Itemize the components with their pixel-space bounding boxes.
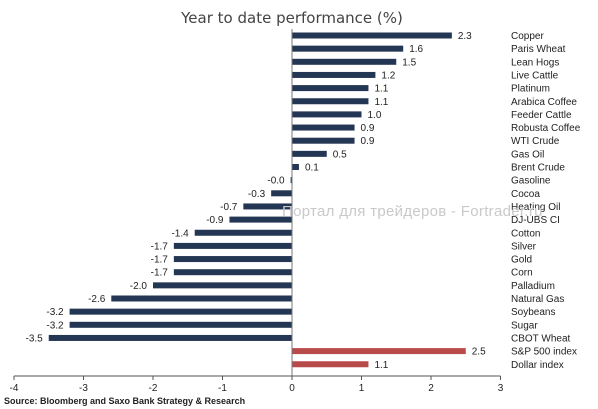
bar	[69, 321, 292, 328]
bar	[292, 150, 327, 157]
bar	[292, 45, 404, 52]
bars-group: 2.3 Copper 1.6 Paris Wheat 1.5 Lean Hogs 1.2 Li…	[26, 31, 581, 371]
data-label: -3.2	[46, 307, 64, 318]
data-label: 0.5	[333, 149, 347, 160]
category-label: Robusta Coffee	[511, 123, 581, 134]
data-label: -2.6	[88, 294, 106, 305]
x-tick-label: -3	[79, 383, 88, 394]
data-label: -1.7	[151, 268, 169, 279]
x-axis: -4 -3 -2 -1 0 1 2 3	[10, 29, 504, 394]
category-label: Palladium	[511, 281, 555, 292]
bar	[292, 124, 355, 131]
bar	[153, 282, 292, 289]
chart-title: Year to date performance (%)	[180, 9, 403, 27]
category-label: Natural Gas	[511, 294, 564, 305]
watermark: Портал для трейдеров - Fortrader.ru	[282, 203, 543, 220]
category-label: Cotton	[511, 228, 540, 239]
bar	[292, 137, 355, 144]
category-label: Platinum	[511, 84, 550, 95]
data-label: 1.1	[374, 97, 388, 108]
data-label: 1.1	[374, 84, 388, 95]
category-label: Heating Oil	[511, 202, 560, 213]
data-label: -0.7	[220, 202, 238, 213]
bar	[292, 361, 369, 368]
x-tick-label: 0	[289, 383, 295, 394]
bar	[173, 269, 292, 276]
bar	[271, 190, 292, 197]
category-label: WTI Crude	[511, 136, 560, 147]
category-label: Cocoa	[511, 189, 540, 200]
category-label: Gasoline	[511, 176, 551, 187]
data-label: 0.9	[361, 136, 375, 147]
bar	[292, 164, 299, 170]
data-label: 1.5	[402, 57, 416, 68]
category-label: Feeder Cattle	[511, 110, 572, 121]
category-label: Soybeans	[511, 307, 555, 318]
x-tick-label: 1	[359, 383, 365, 394]
category-label: Brent Crude	[511, 163, 565, 174]
category-label: DJ-UBS CI	[511, 215, 560, 226]
category-label: Live Cattle	[511, 70, 559, 81]
data-label: 2.5	[472, 347, 486, 358]
bar	[173, 242, 292, 249]
data-label: -1.7	[151, 241, 169, 252]
bar	[173, 256, 292, 263]
data-label: 0.1	[305, 163, 319, 174]
category-label: Arabica Coffee	[511, 97, 577, 108]
bar	[292, 85, 369, 92]
data-label: -0.9	[206, 215, 224, 226]
bar	[292, 111, 362, 118]
data-label: -0.3	[248, 189, 266, 200]
category-label: Sugar	[511, 320, 538, 331]
bar	[48, 334, 292, 341]
bar	[292, 98, 369, 105]
data-label: -1.4	[171, 228, 189, 239]
data-label: -3.5	[26, 333, 44, 344]
bar	[69, 308, 292, 315]
category-label: Gold	[511, 255, 532, 266]
x-tick-label: 2	[428, 383, 434, 394]
bar	[292, 32, 452, 39]
category-label: Dollar index	[511, 360, 564, 371]
data-label: -0.0	[267, 176, 285, 187]
x-tick-label: 3	[498, 383, 504, 394]
data-label: 1.2	[381, 70, 395, 81]
bar	[290, 177, 292, 184]
data-label: 2.3	[458, 31, 472, 42]
data-label: -2.0	[130, 281, 148, 292]
bar	[243, 203, 292, 210]
x-tick-label: -2	[149, 383, 158, 394]
category-label: CBOT Wheat	[511, 333, 570, 344]
data-label: -3.2	[46, 320, 64, 331]
data-label: 1.1	[374, 360, 388, 371]
bar	[111, 295, 292, 302]
data-label: -1.7	[151, 255, 169, 266]
category-label: Paris Wheat	[511, 44, 566, 55]
bar	[229, 216, 292, 223]
data-label: 0.9	[361, 123, 375, 134]
bar	[292, 348, 466, 355]
data-label: 1.0	[368, 110, 382, 121]
bar	[292, 71, 376, 78]
category-label: Lean Hogs	[511, 57, 559, 68]
x-tick-label: -4	[10, 383, 19, 394]
category-label: S&P 500 index	[511, 347, 577, 358]
bar	[292, 58, 397, 65]
category-label: Gas Oil	[511, 149, 544, 160]
category-label: Silver	[511, 241, 537, 252]
x-tick-label: -1	[218, 383, 227, 394]
source-note: Source: Bloomberg and Saxo Bank Strategy…	[4, 396, 246, 406]
data-label: 1.6	[409, 44, 423, 55]
category-label: Copper	[511, 31, 544, 42]
category-label: Corn	[511, 268, 533, 279]
bar	[194, 229, 292, 236]
